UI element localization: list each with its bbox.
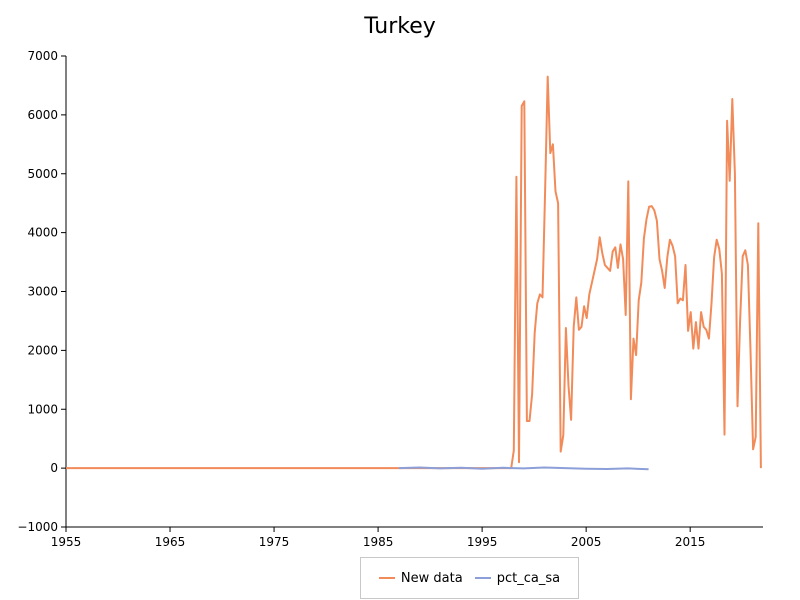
x-tick-label: 2015 — [675, 535, 706, 549]
y-tick-label: 5000 — [27, 167, 58, 181]
y-tick-label: 6000 — [27, 108, 58, 122]
legend: New data pct_ca_sa — [360, 557, 579, 599]
y-tick-label: −1000 — [17, 520, 58, 534]
legend-swatch-pct-ca-sa — [474, 577, 491, 579]
x-tick-label: 1975 — [259, 535, 290, 549]
legend-swatch-new-data — [378, 577, 395, 579]
legend-label-new-data: New data — [400, 570, 463, 586]
legend-label-pct-ca-sa: pct_ca_sa — [496, 570, 561, 586]
y-tick-label: 4000 — [27, 226, 58, 240]
y-tick-label: 0 — [50, 461, 58, 475]
legend-item-new-data: New data — [378, 570, 463, 586]
x-tick-label: 1985 — [363, 535, 394, 549]
x-tick-label: 1965 — [155, 535, 186, 549]
x-tick-label: 2005 — [571, 535, 602, 549]
legend-item-pct-ca-sa: pct_ca_sa — [474, 570, 561, 586]
y-tick-label: 7000 — [27, 49, 58, 63]
y-tick-label: 2000 — [27, 343, 58, 357]
series-line-new-data — [66, 75, 762, 470]
y-axis-ticks: 7000 6000 5000 4000 3000 2000 1000 0 −1000 — [17, 49, 66, 534]
series-layer — [66, 75, 762, 471]
x-tick-label: 1955 — [51, 535, 82, 549]
x-tick-label: 1995 — [467, 535, 498, 549]
x-axis-ticks: 1955 1965 1975 1985 1995 2005 2015 — [51, 527, 706, 549]
chart-title: Turkey — [364, 14, 436, 39]
series-line-pct-ca-sa — [398, 466, 649, 471]
y-tick-label: 3000 — [27, 285, 58, 299]
y-tick-label: 1000 — [27, 402, 58, 416]
